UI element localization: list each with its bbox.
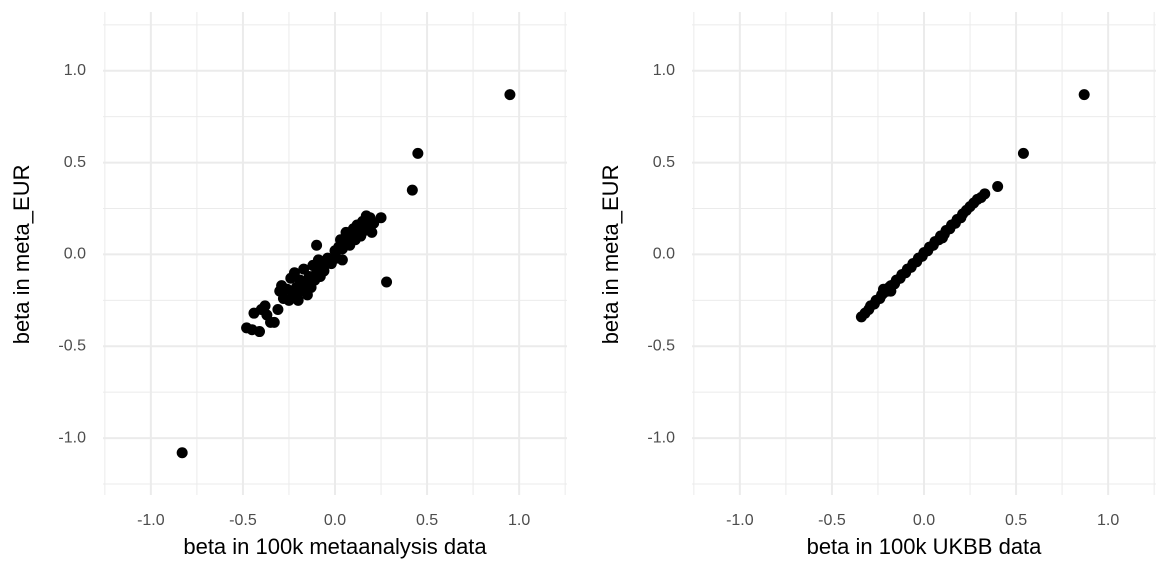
y-tick-label: -1.0 xyxy=(58,429,86,446)
point xyxy=(375,212,387,224)
x-tick-label: -0.5 xyxy=(818,512,846,529)
x-tick-label: 0.5 xyxy=(416,512,438,529)
point xyxy=(272,304,284,316)
point xyxy=(318,265,330,277)
y-tick-label: -0.5 xyxy=(58,337,86,354)
y-tick-label: 0.0 xyxy=(64,246,86,263)
point xyxy=(885,285,897,297)
x-tick-label: 0.0 xyxy=(324,512,346,529)
y-tick-label: -1.0 xyxy=(647,429,675,446)
y-tick-label: 0.5 xyxy=(64,154,86,171)
point xyxy=(176,447,188,459)
point xyxy=(336,254,348,266)
y-axis-title: beta in meta_EUR xyxy=(9,165,34,345)
x-tick-label: -1.0 xyxy=(726,512,754,529)
y-tick-label: 1.0 xyxy=(653,62,675,79)
point xyxy=(406,184,418,196)
x-tick-label: -0.5 xyxy=(229,512,257,529)
y-tick-label: 1.0 xyxy=(64,62,86,79)
x-axis-title: beta in 100k UKBB data xyxy=(807,534,1043,559)
y-tick-label: 0.0 xyxy=(653,246,675,263)
point xyxy=(268,316,280,328)
x-tick-label: 1.0 xyxy=(1097,512,1119,529)
point xyxy=(1017,147,1029,159)
point xyxy=(412,147,424,159)
x-tick-label: 0.5 xyxy=(1005,512,1027,529)
x-tick-label: 0.0 xyxy=(913,512,935,529)
point xyxy=(992,180,1004,192)
point xyxy=(381,276,393,288)
point xyxy=(504,89,516,101)
y-tick-label: -0.5 xyxy=(647,337,675,354)
point xyxy=(254,326,266,338)
x-tick-label: 1.0 xyxy=(508,512,530,529)
point xyxy=(311,239,323,251)
point xyxy=(936,232,948,244)
point xyxy=(1078,89,1090,101)
point xyxy=(292,294,304,306)
y-axis-title: beta in meta_EUR xyxy=(598,165,623,345)
point xyxy=(979,188,991,200)
x-tick-label: -1.0 xyxy=(137,512,165,529)
point xyxy=(259,300,271,312)
y-tick-label: 0.5 xyxy=(653,154,675,171)
x-axis-title: beta in 100k metaanalysis data xyxy=(183,534,487,559)
point xyxy=(366,226,378,238)
